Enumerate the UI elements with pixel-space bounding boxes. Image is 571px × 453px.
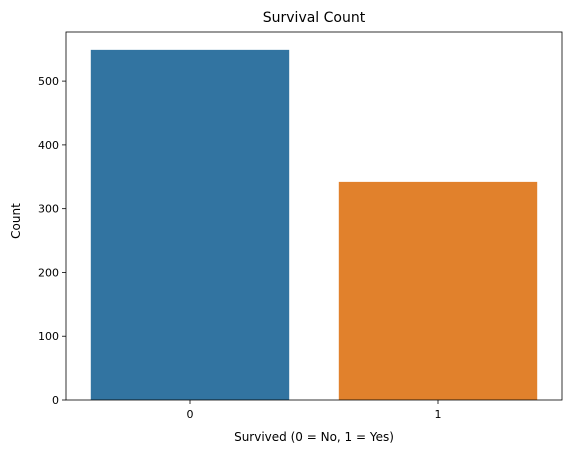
x-tick-label-0: 0: [187, 408, 194, 421]
y-tick-label-0: 0: [52, 394, 59, 407]
axes-frame: [65, 31, 563, 401]
y-tick-label-200: 200: [38, 266, 59, 279]
x-tick-label-1: 1: [435, 408, 442, 421]
plot-area: 0 100 200 300 400 500 0 1: [38, 31, 563, 421]
x-axis-label: Survived (0 = No, 1 = Yes): [234, 430, 394, 444]
y-tick-label-400: 400: [38, 139, 59, 152]
y-tick-label-300: 300: [38, 203, 59, 216]
chart-title: Survival Count: [263, 10, 366, 26]
bar-1: [338, 181, 538, 400]
y-axis-label: Count: [9, 203, 23, 239]
bar-0: [90, 49, 290, 401]
y-tick-label-100: 100: [38, 330, 59, 343]
y-tick-label-500: 500: [38, 75, 59, 88]
